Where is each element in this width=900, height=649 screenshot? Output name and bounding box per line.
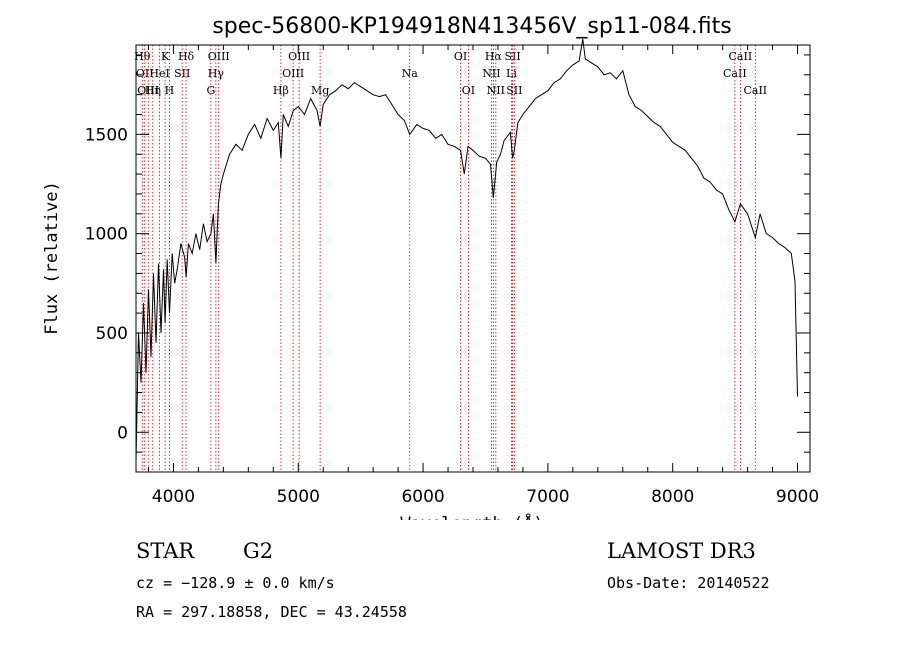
line-label-26: CaII [729, 50, 753, 63]
line-label-27: CaII [743, 84, 767, 97]
line-label-4: HeI [149, 67, 169, 80]
y-tick-label-0: 0 [117, 423, 128, 443]
object-class: STAR [136, 539, 195, 563]
plot-frame [135, 44, 811, 473]
line-label-12: Hβ [273, 84, 289, 97]
line-label-5: K [161, 50, 170, 63]
line-label-24: SII [506, 84, 522, 97]
y-axis-label: Flux (relative) [42, 181, 62, 335]
line-label-25: CaII [723, 67, 747, 80]
line-label-7: SII [174, 67, 190, 80]
spectrum-series [135, 38, 798, 463]
x-tick-label-1: 5000 [277, 487, 320, 507]
survey-name: LAMOST DR3 [607, 539, 756, 563]
line-label-1: OII [136, 67, 154, 80]
line-label-22: Li [506, 67, 517, 80]
line-label-8: Hδ [178, 50, 195, 63]
line-label-9: G [206, 84, 215, 97]
line-label-18: OI [462, 84, 475, 97]
line-label-19: NII [482, 67, 500, 80]
line-label-11: OIII [208, 50, 230, 63]
line-label-6: H [165, 84, 175, 97]
x-tick-label-3: 7000 [526, 487, 569, 507]
x-tick-label-4: 8000 [651, 487, 694, 507]
spectrum-chart: spec-56800-KP194918N413456V_sp11-084.fit… [42, 14, 819, 520]
y-tick-label-3: 1500 [85, 125, 128, 145]
line-label-21: NII [487, 84, 505, 97]
y-tick-label-2: 1000 [85, 225, 128, 245]
redshift-velocity: cz = −128.9 ± 0.0 km/s [136, 574, 335, 592]
object-subclass: G2 [243, 539, 274, 563]
axes: 4000 5000 6000 7000 8000 9000 0 500 1000 1500 [85, 45, 819, 507]
spectrum-line [135, 38, 798, 463]
ra-dec-coordinates: RA = 297.18858, DEC = 43.24558 [136, 603, 407, 621]
x-axis-label: Wavelength (Å) [400, 512, 543, 520]
line-label-15: Mg [311, 84, 329, 97]
y-tick-label-1: 500 [96, 324, 128, 344]
x-tick-label-5: 9000 [776, 487, 819, 507]
line-label-17: OI [454, 50, 467, 63]
line-label-20: Hα [485, 50, 503, 63]
line-label-23: SII [504, 50, 520, 63]
line-label-3: Hη [145, 84, 161, 97]
spectral-line-markers: HθOIIOIIIHηHeIKHSIIHδGHγOIIIHβOIIIOIIIMg… [134, 45, 767, 472]
x-tick-label-2: 6000 [401, 487, 444, 507]
chart-title: spec-56800-KP194918N413456V_sp11-084.fit… [212, 14, 731, 39]
line-label-10: Hγ [208, 67, 225, 80]
observation-date: Obs-Date: 20140522 [607, 574, 770, 592]
x-tick-label-0: 4000 [152, 487, 195, 507]
line-label-13: OIII [282, 67, 304, 80]
line-label-16: Na [402, 67, 419, 80]
line-label-2: OIII [137, 84, 159, 97]
line-label-14: OIII [288, 50, 310, 63]
line-label-0: Hθ [134, 50, 151, 63]
